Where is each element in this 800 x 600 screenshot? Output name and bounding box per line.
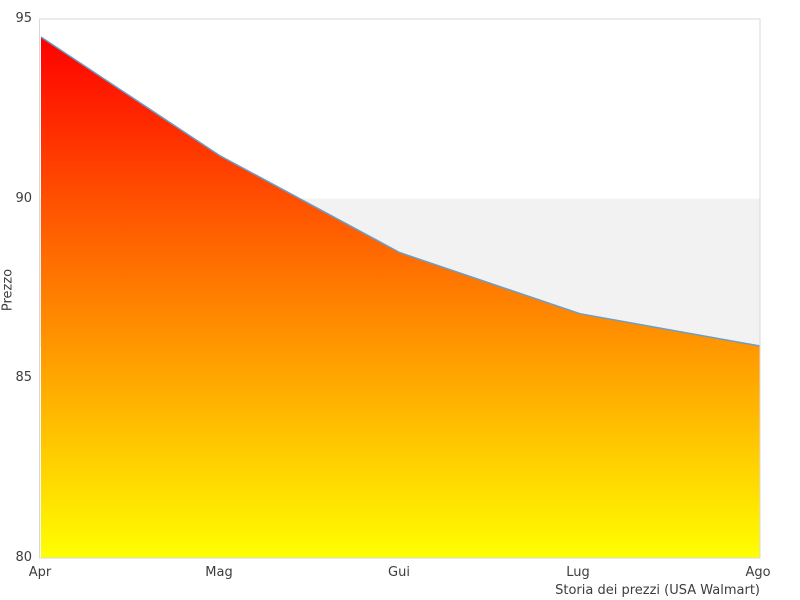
x-tick-apr: Apr — [28, 565, 52, 580]
y-tick-95: 95 — [15, 11, 32, 26]
y-tick-80: 80 — [15, 550, 32, 565]
price-line — [40, 36, 761, 347]
price-area — [41, 37, 760, 558]
y-tick-85: 85 — [15, 370, 32, 385]
y-tick-90: 90 — [15, 191, 32, 206]
x-tick-mag: Mag — [205, 565, 233, 580]
chart-caption: Storia dei prezzi (USA Walmart) — [555, 583, 760, 598]
x-tick-ago: Ago — [745, 565, 771, 580]
y-axis-title: Prezzo — [0, 268, 16, 312]
plot-border — [39, 18, 761, 559]
x-tick-gui: Gui — [388, 565, 410, 580]
x-tick-lug: Lug — [566, 565, 590, 580]
